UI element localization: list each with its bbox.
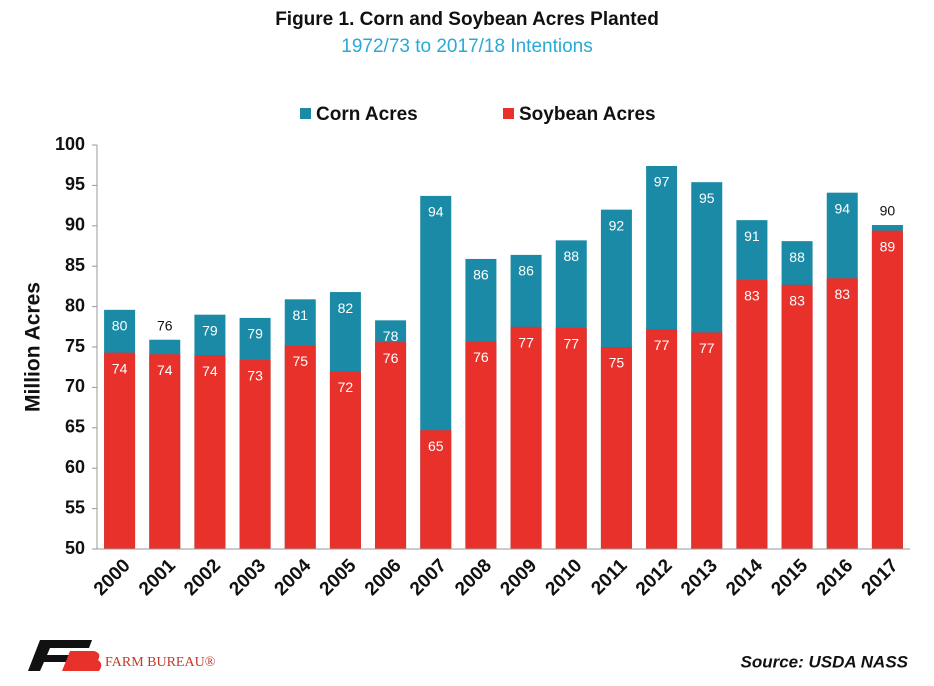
bar (420, 430, 452, 549)
data-label: 94 (428, 204, 444, 220)
data-label: 77 (518, 335, 534, 351)
data-label: 79 (247, 326, 263, 342)
y-tick-label: 95 (65, 174, 85, 194)
data-label: 72 (338, 379, 354, 395)
bar (646, 329, 678, 549)
data-label: 90 (880, 203, 896, 219)
x-tick-label: 2005 (316, 555, 361, 600)
data-label: 83 (789, 292, 805, 308)
bar (555, 327, 587, 549)
y-tick-label: 85 (65, 255, 85, 275)
data-label: 86 (518, 263, 534, 279)
y-tick-label: 65 (65, 417, 85, 437)
x-tick-label: 2011 (587, 555, 631, 599)
bar (329, 371, 361, 549)
x-tick-label: 2004 (271, 555, 316, 600)
bar (871, 230, 903, 549)
y-tick-label: 90 (65, 215, 85, 235)
x-tick-label: 2009 (496, 555, 541, 600)
bar (239, 359, 271, 549)
legend-label: Soybean Acres (519, 104, 656, 125)
bar (691, 332, 723, 549)
y-tick-label: 50 (65, 538, 85, 558)
legend-swatch (503, 108, 514, 119)
data-label: 95 (699, 190, 715, 206)
x-tick-label: 2007 (406, 555, 451, 600)
x-tick-label: 2000 (90, 555, 135, 600)
bar (781, 284, 813, 549)
data-label: 83 (834, 286, 850, 302)
data-label: 80 (112, 318, 128, 334)
x-tick-label: 2010 (542, 555, 587, 600)
x-tick-label: 2016 (813, 555, 858, 600)
data-label: 88 (789, 249, 805, 265)
legend-swatch (300, 108, 311, 119)
x-tick-label: 2003 (225, 555, 270, 600)
x-tick-label: 2013 (677, 555, 722, 600)
data-label: 89 (880, 238, 896, 254)
data-label: 75 (292, 353, 308, 369)
bar (375, 342, 407, 549)
chart-subtitle: 1972/73 to 2017/18 Intentions (341, 36, 592, 57)
x-tick-label: 2002 (180, 555, 225, 600)
data-label: 74 (202, 363, 218, 379)
data-label: 76 (473, 349, 489, 365)
data-label: 86 (473, 267, 489, 283)
x-tick-label: 2012 (632, 555, 677, 600)
x-tick-label: 2006 (361, 555, 406, 600)
data-label: 78 (383, 328, 399, 344)
bar (600, 347, 632, 549)
data-label: 92 (609, 217, 625, 233)
y-tick-label: 60 (65, 457, 85, 477)
logo-text: FARM BUREAU® (105, 655, 216, 670)
data-label: 83 (744, 288, 760, 304)
data-label: 76 (383, 350, 399, 366)
legend-label: Corn Acres (316, 104, 418, 125)
data-label: 74 (157, 362, 173, 378)
data-label: 82 (338, 300, 354, 316)
y-tick-label: 100 (55, 134, 85, 154)
y-axis-title: Million Acres (22, 282, 45, 412)
bar (736, 279, 768, 549)
y-tick-label: 75 (65, 336, 85, 356)
x-tick-label: 2017 (858, 555, 903, 600)
logo (28, 640, 102, 671)
y-tick-label: 80 (65, 295, 85, 315)
data-label: 77 (699, 340, 715, 356)
logo-shape (62, 651, 102, 671)
x-tick-label: 2014 (722, 555, 767, 600)
y-tick-label: 70 (65, 376, 85, 396)
data-label: 76 (157, 317, 173, 333)
logo-shape (28, 640, 92, 671)
bar (465, 341, 497, 549)
data-label: 91 (744, 228, 760, 244)
data-label: 77 (654, 337, 670, 353)
data-label: 65 (428, 438, 444, 454)
source: Source: USDA NASS (740, 652, 908, 671)
x-tick-label: 2015 (767, 555, 812, 600)
bar (104, 352, 136, 549)
data-label: 73 (247, 368, 263, 384)
data-label: 88 (563, 248, 579, 264)
bar (149, 354, 181, 549)
bar (284, 345, 316, 549)
data-label: 81 (292, 307, 308, 323)
bar (510, 326, 542, 549)
data-label: 77 (563, 335, 579, 351)
data-label: 75 (609, 355, 625, 371)
x-tick-label: 2008 (451, 555, 496, 600)
data-label: 79 (202, 322, 218, 338)
bar (194, 355, 226, 549)
data-label: 74 (112, 360, 128, 376)
x-tick-label: 2001 (135, 555, 180, 600)
bar (826, 278, 858, 549)
chart-title: Figure 1. Corn and Soybean Acres Planted (275, 9, 659, 30)
y-tick-label: 55 (65, 497, 85, 517)
data-label: 97 (654, 174, 670, 190)
data-label: 94 (834, 200, 850, 216)
